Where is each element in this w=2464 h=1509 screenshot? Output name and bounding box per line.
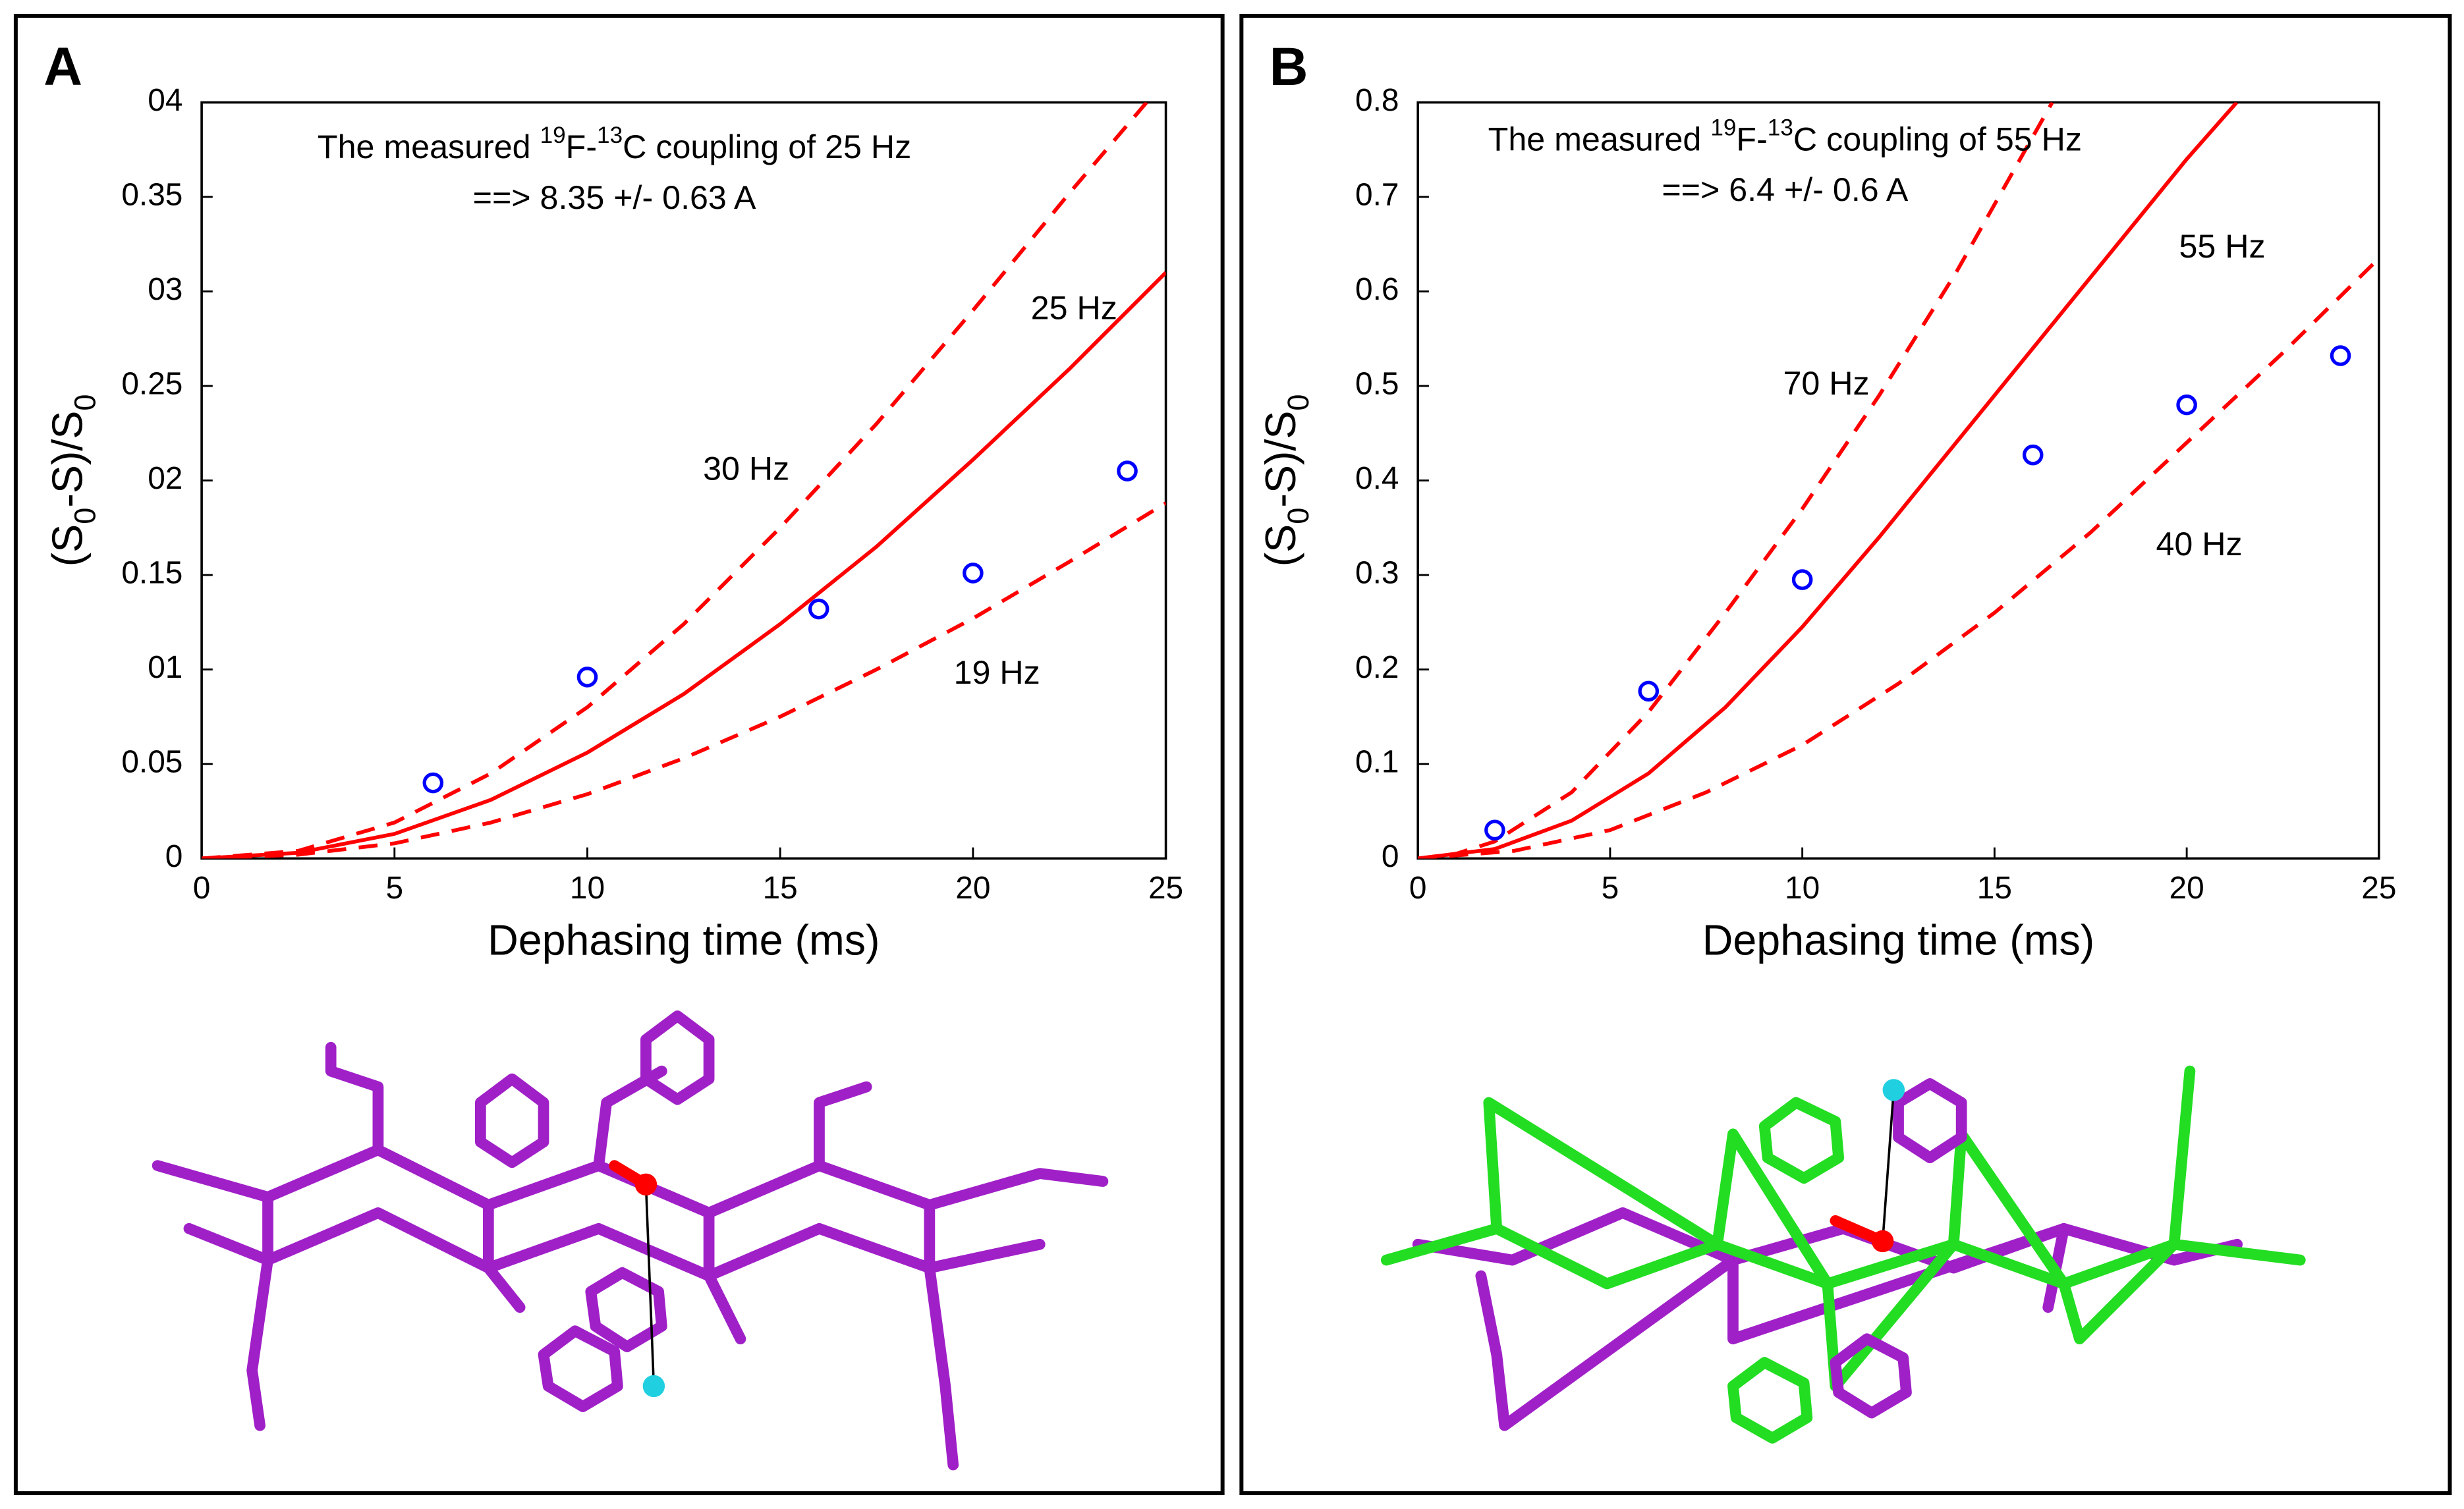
text-run: C coupling of 25 Hz: [623, 129, 911, 166]
x-tick-label: 0: [1409, 871, 1427, 906]
annotation: ==> 6.4 +/- 0.6 A: [1662, 171, 1909, 208]
text-run: 13: [1768, 115, 1793, 140]
data-point: [2330, 345, 2351, 366]
y-tick-label: 03: [148, 272, 182, 307]
data-point: [2176, 394, 2197, 416]
x-tick-label: 5: [1602, 871, 1619, 906]
text-run: (S: [44, 524, 92, 567]
x-tick-label: 10: [1785, 871, 1820, 906]
y-tick-label: 0.5: [1355, 367, 1399, 402]
annotation: The measured 19F-13C coupling of 55 Hz: [1488, 115, 2082, 157]
y-tick-label: 0.25: [121, 367, 182, 402]
x-tick-label: 15: [763, 871, 798, 906]
text-run: The measured: [318, 129, 540, 166]
curve: [1418, 257, 2379, 859]
y-tick-label: 04: [148, 83, 182, 118]
text-run: F-: [566, 129, 597, 166]
text-run: C coupling of 55 Hz: [1793, 121, 2082, 158]
panel-frame: [1239, 13, 2452, 1496]
y-axis-label: (S0-S)/S0: [44, 394, 102, 566]
atom: [1871, 1230, 1894, 1253]
annotation: ==> 8.35 +/- 0.63 A: [473, 179, 756, 216]
data-point: [576, 667, 598, 688]
curve-label: 19 Hz: [954, 654, 1040, 691]
curve: [202, 102, 1148, 859]
annotation: The measured 19F-13C coupling of 25 Hz: [318, 123, 911, 165]
text-run: 0: [1281, 508, 1315, 524]
x-tick-label: 10: [570, 871, 605, 906]
x-tick-label: 15: [1977, 871, 2012, 906]
text-run: F-: [1736, 121, 1767, 158]
panel-frame: [13, 13, 1225, 1496]
plot-frame: [1416, 101, 2380, 860]
data-point: [1638, 680, 1660, 702]
text-run: 19: [540, 123, 566, 148]
y-tick-label: 0.6: [1355, 272, 1399, 307]
text-run: ==> 8.35 +/- 0.63 A: [473, 179, 756, 216]
panel-label: A: [43, 37, 82, 97]
y-tick-label: 0.2: [1355, 650, 1399, 685]
curve-label: 70 Hz: [1783, 365, 1869, 402]
y-tick-label: 0.05: [121, 744, 182, 779]
atom: [634, 1173, 658, 1196]
curve: [1418, 102, 2239, 859]
atom: [1882, 1079, 1905, 1101]
curve: [202, 501, 1166, 859]
x-tick-label: 25: [2361, 871, 2396, 906]
y-tick-label: 0.35: [121, 178, 182, 213]
curve: [1418, 102, 2054, 859]
text-run: 0: [69, 394, 102, 410]
data-point: [422, 772, 444, 794]
curve-label: 30 Hz: [703, 450, 789, 487]
text-run: 19: [1710, 115, 1736, 140]
data-point: [2022, 444, 2044, 466]
data-point: [963, 562, 984, 584]
x-tick-label: 20: [2170, 871, 2204, 906]
y-tick-label: 0.1: [1355, 744, 1399, 779]
y-tick-label: 0.15: [121, 556, 182, 591]
text-run: 0: [1281, 394, 1315, 410]
data-point: [1484, 819, 1505, 841]
text-run: (S: [1257, 524, 1304, 567]
text-run: -S)/S: [1257, 411, 1304, 508]
distance-line: [1881, 1089, 1895, 1242]
y-tick-label: 0.8: [1355, 83, 1399, 118]
data-point: [1117, 460, 1138, 481]
curve-label: 25 Hz: [1031, 289, 1117, 326]
y-axis-label: (S0-S)/S0: [1257, 394, 1315, 566]
y-tick-label: 0.3: [1355, 556, 1399, 591]
x-tick-label: 25: [1148, 871, 1183, 906]
plot-frame: [200, 101, 1167, 860]
curve-label: 55 Hz: [2179, 228, 2265, 265]
text-run: ==> 6.4 +/- 0.6 A: [1662, 171, 1909, 208]
y-tick-label: 01: [148, 650, 182, 685]
y-tick-label: 0.4: [1355, 461, 1399, 496]
data-point: [808, 598, 829, 620]
molecule: [152, 1010, 1109, 1471]
x-axis-label: Dephasing time (ms): [1702, 917, 2094, 964]
x-axis-label: Dephasing time (ms): [488, 917, 880, 964]
y-tick-label: 0: [1382, 839, 1399, 874]
x-tick-label: 0: [193, 871, 211, 906]
y-tick-label: 0: [165, 839, 183, 874]
x-tick-label: 20: [955, 871, 990, 906]
text-run: 13: [597, 123, 623, 148]
curve-label: 40 Hz: [2156, 526, 2242, 562]
curve: [202, 271, 1166, 859]
text-run: The measured: [1488, 121, 1711, 158]
panel-label: B: [1270, 37, 1308, 97]
data-point: [1791, 569, 1813, 590]
molecule: [1380, 1065, 2306, 1444]
distance-line: [644, 1184, 656, 1386]
text-run: 0: [69, 508, 102, 524]
atom: [642, 1375, 665, 1398]
x-tick-label: 5: [385, 871, 403, 906]
text-run: -S)/S: [44, 411, 92, 508]
y-tick-label: 0.7: [1355, 178, 1399, 213]
y-tick-label: 02: [148, 461, 182, 496]
